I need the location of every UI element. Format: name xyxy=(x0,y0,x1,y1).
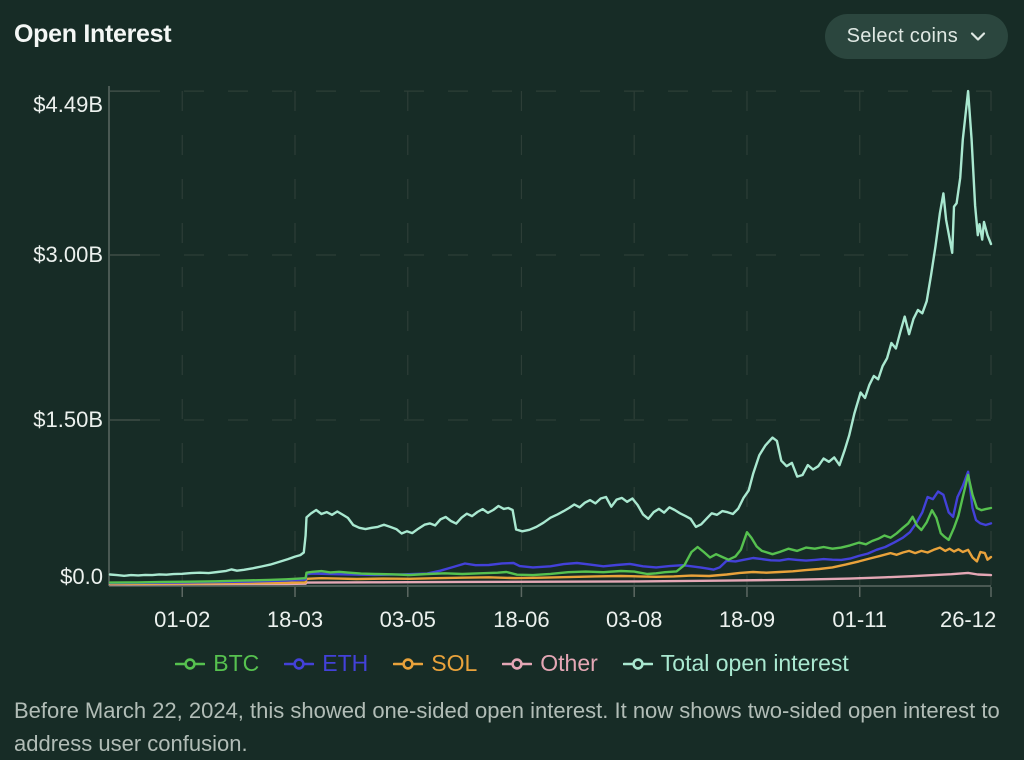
x-tick-label: 01-11 xyxy=(832,607,888,632)
x-tick-label: 03-08 xyxy=(606,607,663,632)
series-line-sol xyxy=(108,546,993,586)
legend-label: ETH xyxy=(322,650,369,676)
series-line-other xyxy=(108,571,993,586)
legend-item-total[interactable]: Total open interest xyxy=(622,650,849,677)
footer-note: Before March 22, 2024, this showed one-s… xyxy=(14,698,1000,756)
select-coins-label: Select coins xyxy=(846,25,958,47)
x-tick-label: 26-12 xyxy=(939,607,997,632)
legend-marker-icon xyxy=(622,657,653,670)
open-interest-chart[interactable] xyxy=(0,0,1024,648)
y-tick-label: $1.50B xyxy=(33,407,103,432)
y-tick-label: $3.00B xyxy=(33,242,103,267)
series-line-btc xyxy=(108,473,993,584)
legend-item-eth[interactable]: ETH xyxy=(284,650,368,677)
y-tick-label: $4.49B xyxy=(33,92,103,117)
x-tick-label: 18-03 xyxy=(266,607,324,632)
legend-label: SOL xyxy=(431,650,478,676)
legend-marker-icon xyxy=(502,657,533,670)
legend-marker-icon xyxy=(284,657,315,670)
x-tick-label: 03-05 xyxy=(379,607,436,632)
legend-label: Other xyxy=(540,650,598,676)
select-coins-button[interactable]: Select coins xyxy=(824,14,1008,59)
page-title: Open Interest xyxy=(14,20,172,48)
legend-marker-icon xyxy=(175,657,206,670)
x-tick-label: 18-06 xyxy=(493,607,550,632)
series-line-total xyxy=(108,89,993,577)
legend-item-sol[interactable]: SOL xyxy=(393,650,477,677)
chart-legend: BTC ETH SOL Other Total open interest xyxy=(0,650,1024,677)
x-tick-label: 01-02 xyxy=(154,607,211,632)
series-line-eth xyxy=(108,470,993,585)
y-tick-label: $0.0 xyxy=(60,564,103,589)
legend-label: BTC xyxy=(213,650,260,676)
legend-marker-icon xyxy=(393,657,424,670)
chevron-down-icon xyxy=(970,31,986,42)
x-tick-label: 18-09 xyxy=(718,607,776,632)
legend-label: Total open interest xyxy=(660,650,849,676)
legend-item-other[interactable]: Other xyxy=(502,650,598,677)
legend-item-btc[interactable]: BTC xyxy=(175,650,259,677)
